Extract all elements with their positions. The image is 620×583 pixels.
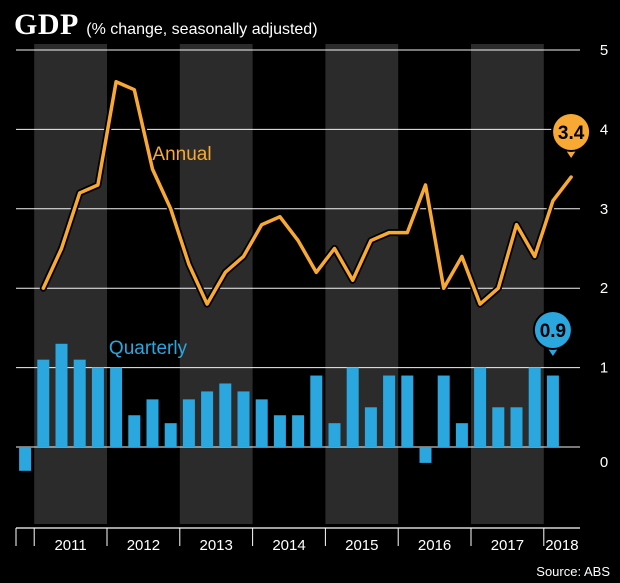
quarterly-bar bbox=[328, 423, 341, 447]
quarterly-end-badge-value: 0.9 bbox=[540, 321, 566, 342]
quarterly-bar bbox=[19, 447, 32, 471]
quarterly-bar bbox=[273, 415, 286, 447]
quarterly-bar bbox=[146, 399, 159, 447]
quarterly-bar bbox=[164, 423, 177, 447]
quarterly-bar bbox=[474, 367, 487, 447]
y-tick-label: 2 bbox=[600, 280, 608, 297]
annual-line bbox=[41, 80, 573, 306]
quarterly-bar bbox=[492, 407, 505, 447]
series-label-quarterly: Quarterly bbox=[109, 338, 188, 359]
quarterly-bar bbox=[510, 407, 523, 447]
x-tick-label: 2016 bbox=[418, 537, 451, 554]
quarterly-bar bbox=[110, 367, 123, 447]
quarterly-bar bbox=[346, 367, 359, 447]
quarterly-bar bbox=[73, 359, 86, 447]
x-tick-label: 2017 bbox=[491, 537, 524, 554]
y-tick-label: 0 bbox=[600, 454, 608, 471]
y-tick-label: 3 bbox=[600, 201, 608, 218]
quarterly-bar bbox=[419, 447, 432, 463]
annual-end-badge-circle bbox=[551, 112, 592, 152]
x-tick-label: 2018 bbox=[545, 537, 578, 554]
quarterly-bar bbox=[310, 375, 323, 447]
quarterly-bar bbox=[237, 391, 250, 447]
annual-end-badge-value: 3.4 bbox=[558, 123, 585, 144]
chart-header: GDP (% change, seasonally adjusted) bbox=[14, 8, 318, 48]
year-band bbox=[471, 44, 544, 524]
quarterly-bar bbox=[437, 375, 450, 447]
quarterly-bar bbox=[182, 399, 195, 447]
quarterly-bar bbox=[91, 367, 104, 447]
series-label-annual: Annual bbox=[152, 144, 211, 165]
quarterly-bar bbox=[364, 407, 377, 447]
quarterly-bar bbox=[55, 343, 68, 447]
quarterly-bar bbox=[255, 399, 268, 447]
quarterly-bar bbox=[37, 359, 50, 447]
quarterly-bar bbox=[219, 383, 232, 447]
x-tick-label: 2013 bbox=[200, 537, 233, 554]
chart-title: GDP bbox=[14, 8, 79, 41]
x-tick-label: 2012 bbox=[127, 537, 160, 554]
quarterly-bar bbox=[128, 415, 141, 447]
chart-subtitle: (% change, seasonally adjusted) bbox=[86, 21, 318, 38]
quarterly-bar bbox=[383, 375, 396, 447]
quarterly-bar bbox=[201, 391, 214, 447]
source-note: Source: ABS bbox=[536, 564, 610, 579]
quarterly-bar bbox=[528, 367, 541, 447]
y-tick-label: 4 bbox=[600, 121, 608, 138]
y-tick-label: 1 bbox=[600, 360, 608, 377]
y-tick-label: 5 bbox=[600, 42, 608, 59]
x-tick-label: 2014 bbox=[272, 537, 305, 554]
quarterly-bar bbox=[546, 375, 559, 447]
quarterly-bar bbox=[401, 375, 414, 447]
x-tick-label: 2015 bbox=[345, 537, 378, 554]
quarterly-bar bbox=[292, 415, 305, 447]
quarterly-end-badge-circle bbox=[532, 310, 573, 350]
year-band bbox=[325, 44, 399, 524]
x-tick-label: 2011 bbox=[54, 537, 86, 554]
quarterly-bar bbox=[455, 423, 468, 447]
